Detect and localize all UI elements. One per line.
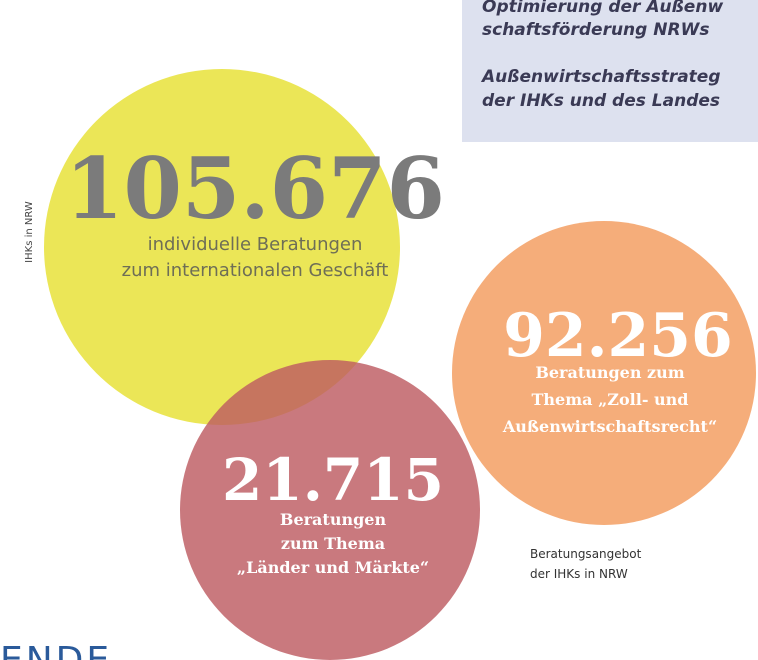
bubble-text: Beratungen zum bbox=[535, 363, 684, 382]
info-text: Optimierung der Außenw schaftsförderung … bbox=[480, 0, 723, 111]
bubble-text: individuelle Beratungen bbox=[148, 234, 363, 255]
info-line: Außenwirtschaftsstrateg bbox=[480, 67, 721, 87]
info-box bbox=[462, 0, 758, 142]
bubble-number: 105.676 bbox=[65, 139, 445, 238]
info-line: schaftsförderung NRWs bbox=[482, 20, 709, 40]
sidebar-label: IHKs in NRW bbox=[24, 201, 35, 263]
bubble-number: 21.715 bbox=[222, 446, 444, 514]
footer-heading: ENDE bbox=[0, 640, 112, 660]
caption: der IHKs in NRW bbox=[530, 567, 628, 581]
bubble-red bbox=[180, 360, 480, 660]
bubble-text: „Länder und Märkte“ bbox=[237, 558, 429, 577]
info-line: der IHKs und des Landes bbox=[482, 91, 720, 111]
bubble-orange bbox=[452, 221, 756, 525]
bubble-text: Thema „Zoll- und bbox=[532, 390, 689, 409]
caption: Beratungsangebot bbox=[530, 547, 642, 561]
info-line: Optimierung der Außenw bbox=[482, 0, 723, 17]
bubble-text: Beratungen bbox=[280, 510, 387, 529]
bubble-yellow bbox=[44, 69, 400, 425]
bubble-text: zum Thema bbox=[281, 534, 385, 553]
bubble-text: Außenwirtschaftsrecht“ bbox=[502, 417, 717, 436]
bubble-number: 92.256 bbox=[503, 301, 733, 371]
bubble-text: zum internationalen Geschäft bbox=[122, 260, 389, 281]
